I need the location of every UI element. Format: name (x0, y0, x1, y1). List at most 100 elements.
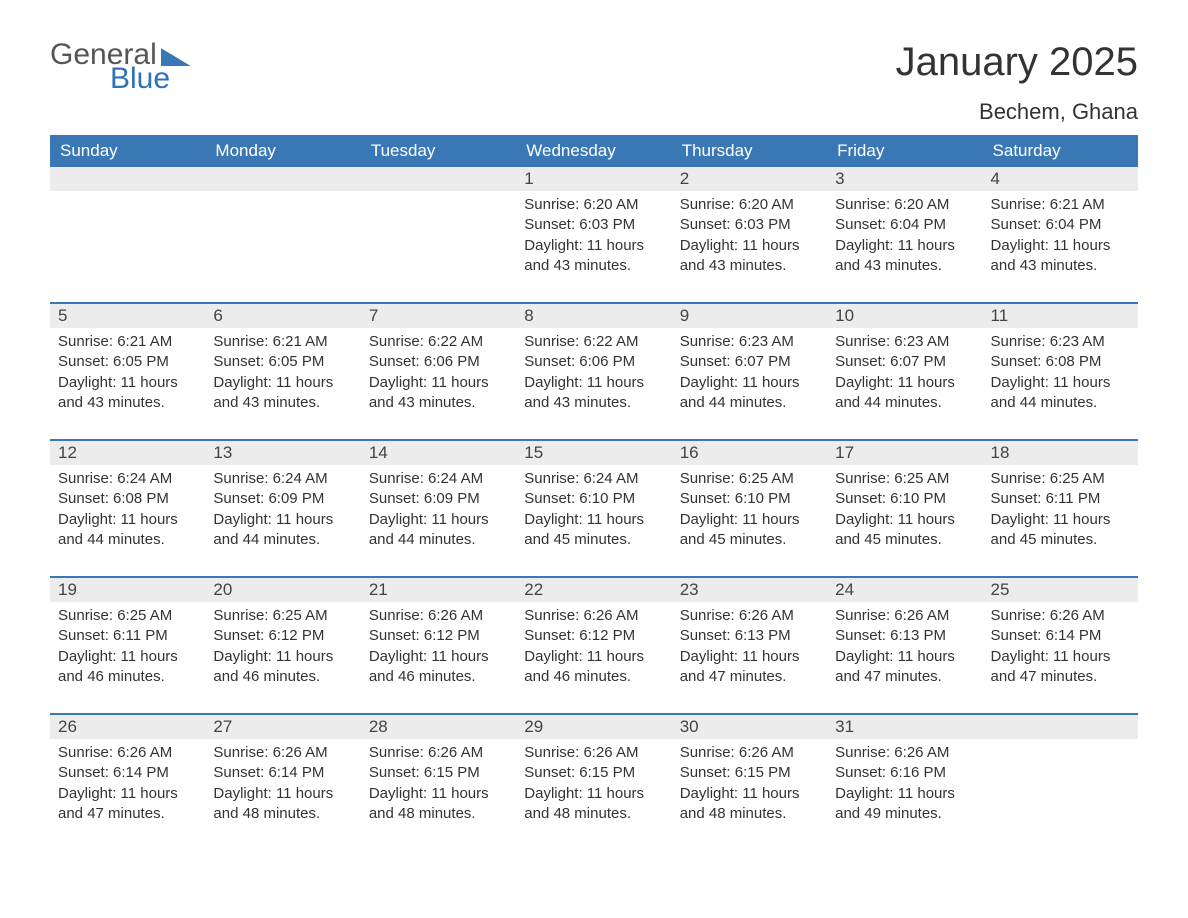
day-number-cell (983, 714, 1138, 739)
day-number-row: 262728293031 (50, 714, 1138, 739)
sunset-line: Sunset: 6:14 PM (213, 763, 352, 783)
sunrise-line: Sunrise: 6:26 AM (835, 743, 974, 763)
sunset-line: Sunset: 6:10 PM (680, 489, 819, 509)
day-content-row: Sunrise: 6:20 AMSunset: 6:03 PMDaylight:… (50, 191, 1138, 303)
sunset-line: Sunset: 6:06 PM (369, 352, 508, 372)
daylight-line: Daylight: 11 hours and 43 minutes. (369, 373, 508, 414)
day-content-cell: Sunrise: 6:24 AMSunset: 6:09 PMDaylight:… (361, 465, 516, 577)
day-number-cell: 12 (50, 440, 205, 465)
day-content-cell: Sunrise: 6:26 AMSunset: 6:14 PMDaylight:… (205, 739, 360, 850)
day-number-cell: 2 (672, 167, 827, 191)
sunrise-line: Sunrise: 6:25 AM (213, 606, 352, 626)
day-number-cell: 13 (205, 440, 360, 465)
day-content-cell: Sunrise: 6:23 AMSunset: 6:07 PMDaylight:… (827, 328, 982, 440)
sunrise-line: Sunrise: 6:21 AM (991, 195, 1130, 215)
daylight-line: Daylight: 11 hours and 48 minutes. (369, 784, 508, 825)
day-number-cell: 8 (516, 303, 671, 328)
day-content-cell: Sunrise: 6:20 AMSunset: 6:04 PMDaylight:… (827, 191, 982, 303)
day-number-cell: 7 (361, 303, 516, 328)
day-content-row: Sunrise: 6:24 AMSunset: 6:08 PMDaylight:… (50, 465, 1138, 577)
day-content-cell: Sunrise: 6:26 AMSunset: 6:14 PMDaylight:… (50, 739, 205, 850)
logo-text-blue: Blue (110, 64, 191, 94)
sunrise-line: Sunrise: 6:20 AM (524, 195, 663, 215)
sunset-line: Sunset: 6:08 PM (58, 489, 197, 509)
sunset-line: Sunset: 6:13 PM (835, 626, 974, 646)
sunrise-line: Sunrise: 6:20 AM (835, 195, 974, 215)
daylight-line: Daylight: 11 hours and 46 minutes. (524, 647, 663, 688)
day-number-row: 567891011 (50, 303, 1138, 328)
day-content-cell: Sunrise: 6:25 AMSunset: 6:10 PMDaylight:… (672, 465, 827, 577)
daylight-line: Daylight: 11 hours and 48 minutes. (680, 784, 819, 825)
day-number-cell: 19 (50, 577, 205, 602)
sunrise-line: Sunrise: 6:26 AM (369, 606, 508, 626)
day-number-cell: 16 (672, 440, 827, 465)
sunset-line: Sunset: 6:09 PM (213, 489, 352, 509)
title-block: January 2025 Bechem, Ghana (896, 40, 1138, 125)
sunset-line: Sunset: 6:04 PM (835, 215, 974, 235)
daylight-line: Daylight: 11 hours and 44 minutes. (58, 510, 197, 551)
day-number-row: 1234 (50, 167, 1138, 191)
day-number-cell: 23 (672, 577, 827, 602)
weekday-header: Monday (205, 135, 360, 167)
sunset-line: Sunset: 6:06 PM (524, 352, 663, 372)
daylight-line: Daylight: 11 hours and 46 minutes. (213, 647, 352, 688)
day-number-cell: 5 (50, 303, 205, 328)
sunset-line: Sunset: 6:10 PM (835, 489, 974, 509)
sunset-line: Sunset: 6:13 PM (680, 626, 819, 646)
sunset-line: Sunset: 6:05 PM (213, 352, 352, 372)
daylight-line: Daylight: 11 hours and 45 minutes. (524, 510, 663, 551)
day-content-cell: Sunrise: 6:25 AMSunset: 6:10 PMDaylight:… (827, 465, 982, 577)
day-content-cell: Sunrise: 6:26 AMSunset: 6:15 PMDaylight:… (516, 739, 671, 850)
daylight-line: Daylight: 11 hours and 43 minutes. (680, 236, 819, 277)
daylight-line: Daylight: 11 hours and 49 minutes. (835, 784, 974, 825)
sunrise-line: Sunrise: 6:24 AM (524, 469, 663, 489)
day-number-cell (361, 167, 516, 191)
day-number-cell: 17 (827, 440, 982, 465)
sunset-line: Sunset: 6:07 PM (680, 352, 819, 372)
calendar-table: SundayMondayTuesdayWednesdayThursdayFrid… (50, 135, 1138, 850)
header: General Blue January 2025 Bechem, Ghana (50, 40, 1138, 125)
day-content-cell: Sunrise: 6:26 AMSunset: 6:14 PMDaylight:… (983, 602, 1138, 714)
sunset-line: Sunset: 6:11 PM (991, 489, 1130, 509)
day-number-cell: 20 (205, 577, 360, 602)
day-number-cell: 25 (983, 577, 1138, 602)
month-title: January 2025 (896, 40, 1138, 85)
daylight-line: Daylight: 11 hours and 43 minutes. (213, 373, 352, 414)
day-content-cell: Sunrise: 6:26 AMSunset: 6:13 PMDaylight:… (672, 602, 827, 714)
sunrise-line: Sunrise: 6:23 AM (991, 332, 1130, 352)
day-number-cell (50, 167, 205, 191)
weekday-header: Sunday (50, 135, 205, 167)
day-number-cell: 21 (361, 577, 516, 602)
day-content-cell: Sunrise: 6:20 AMSunset: 6:03 PMDaylight:… (516, 191, 671, 303)
sunrise-line: Sunrise: 6:26 AM (680, 743, 819, 763)
day-content-cell (50, 191, 205, 303)
sunrise-line: Sunrise: 6:26 AM (524, 743, 663, 763)
sunset-line: Sunset: 6:07 PM (835, 352, 974, 372)
day-content-cell: Sunrise: 6:24 AMSunset: 6:09 PMDaylight:… (205, 465, 360, 577)
day-number-cell: 30 (672, 714, 827, 739)
daylight-line: Daylight: 11 hours and 43 minutes. (524, 373, 663, 414)
day-content-cell (205, 191, 360, 303)
sunrise-line: Sunrise: 6:26 AM (680, 606, 819, 626)
daylight-line: Daylight: 11 hours and 48 minutes. (213, 784, 352, 825)
day-content-cell: Sunrise: 6:26 AMSunset: 6:13 PMDaylight:… (827, 602, 982, 714)
daylight-line: Daylight: 11 hours and 47 minutes. (991, 647, 1130, 688)
day-content-cell: Sunrise: 6:25 AMSunset: 6:11 PMDaylight:… (50, 602, 205, 714)
sunset-line: Sunset: 6:16 PM (835, 763, 974, 783)
sunset-line: Sunset: 6:15 PM (369, 763, 508, 783)
day-content-row: Sunrise: 6:25 AMSunset: 6:11 PMDaylight:… (50, 602, 1138, 714)
sunrise-line: Sunrise: 6:25 AM (991, 469, 1130, 489)
day-number-cell: 6 (205, 303, 360, 328)
day-content-cell: Sunrise: 6:23 AMSunset: 6:07 PMDaylight:… (672, 328, 827, 440)
sunrise-line: Sunrise: 6:22 AM (524, 332, 663, 352)
sunset-line: Sunset: 6:14 PM (58, 763, 197, 783)
sunrise-line: Sunrise: 6:26 AM (213, 743, 352, 763)
day-number-cell: 3 (827, 167, 982, 191)
day-content-cell (983, 739, 1138, 850)
sunset-line: Sunset: 6:14 PM (991, 626, 1130, 646)
weekday-header: Tuesday (361, 135, 516, 167)
sunrise-line: Sunrise: 6:26 AM (58, 743, 197, 763)
weekday-header: Friday (827, 135, 982, 167)
day-content-cell (361, 191, 516, 303)
sunrise-line: Sunrise: 6:25 AM (680, 469, 819, 489)
